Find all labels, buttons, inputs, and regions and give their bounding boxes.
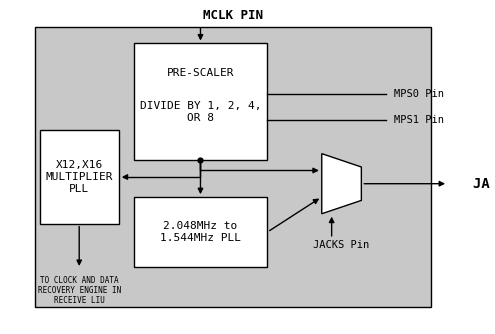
Bar — [134, 197, 267, 267]
Bar — [35, 27, 431, 307]
Polygon shape — [322, 154, 361, 214]
Bar — [134, 43, 267, 160]
Text: JA CLOCK: JA CLOCK — [473, 177, 495, 191]
Text: JACKS Pin: JACKS Pin — [313, 240, 370, 250]
Text: MCLK PIN: MCLK PIN — [202, 9, 263, 21]
Text: MPS1 Pin: MPS1 Pin — [394, 115, 444, 125]
Text: TO CLOCK AND DATA
RECOVERY ENGINE IN
RECEIVE LIU: TO CLOCK AND DATA RECOVERY ENGINE IN REC… — [38, 276, 121, 305]
Text: DIVIDE BY 1, 2, 4,
OR 8: DIVIDE BY 1, 2, 4, OR 8 — [140, 101, 261, 123]
Text: PRE-SCALER: PRE-SCALER — [167, 68, 234, 78]
Text: 2.048MHz to
1.544MHz PLL: 2.048MHz to 1.544MHz PLL — [160, 221, 241, 243]
Text: X12,X16
MULTIPLIER
PLL: X12,X16 MULTIPLIER PLL — [46, 160, 113, 194]
Bar — [40, 130, 119, 224]
Text: MPS0 Pin: MPS0 Pin — [394, 89, 444, 99]
